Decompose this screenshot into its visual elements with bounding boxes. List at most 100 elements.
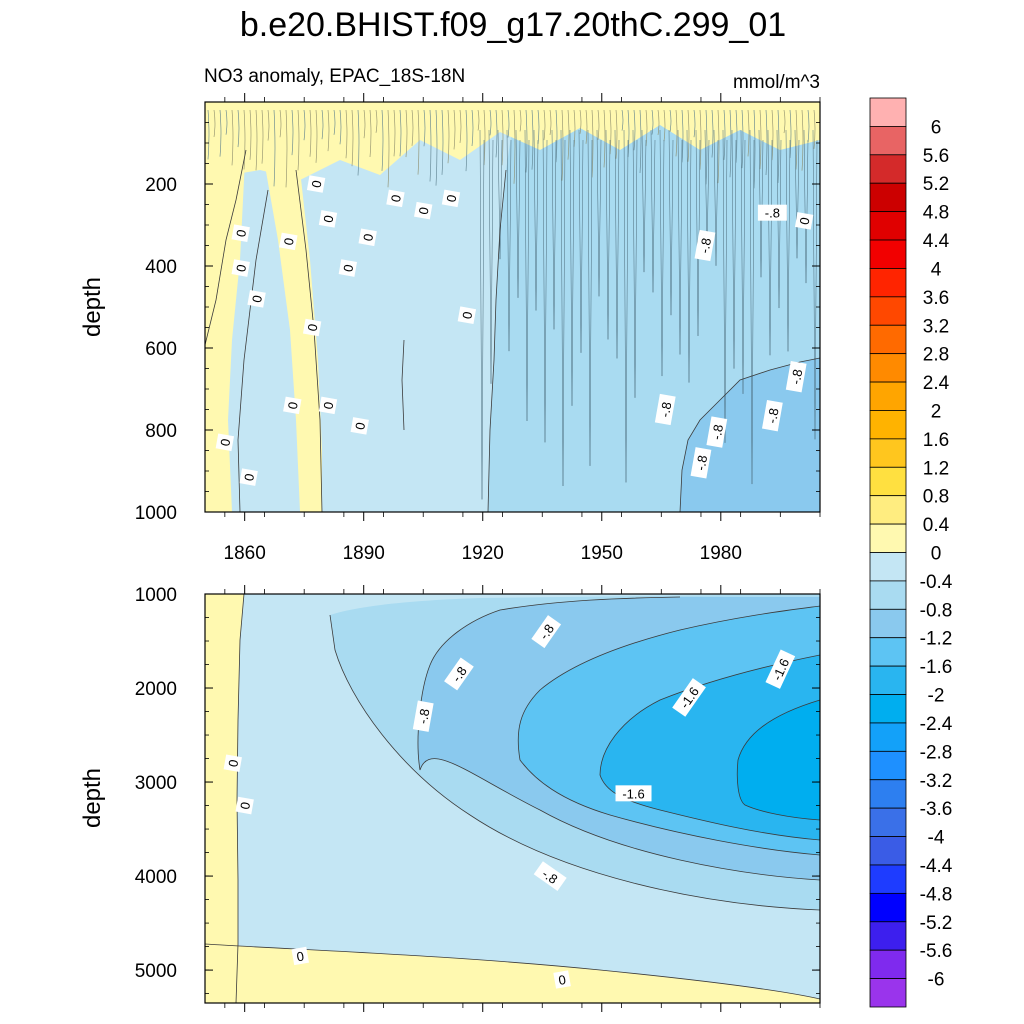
upper-contour-label-text: 0	[797, 216, 813, 226]
upper-noise-streak	[531, 109, 534, 170]
upper-contour-label-bg	[231, 259, 250, 277]
upper-contour-label-bg	[690, 447, 712, 479]
colorbar-label: -5.2	[920, 913, 953, 934]
lower-contour-label-bg	[412, 700, 434, 732]
upper-noise-streak	[597, 109, 600, 140]
colorbar-swatch	[869, 126, 907, 156]
colorbar-label: -2	[928, 686, 945, 707]
upper-noise-streak	[255, 109, 258, 171]
upper-contour-label-text: 0	[241, 472, 257, 482]
lower-contour-label: -.8	[531, 615, 562, 649]
upper-noise-streak	[705, 109, 708, 185]
upper-noise-streak	[519, 109, 522, 132]
upper-deep-streak	[515, 129, 521, 298]
lower-contour-label-bg	[223, 754, 242, 773]
colorbar-label: -0.8	[920, 600, 953, 621]
units-label: mmol/m^3	[733, 72, 820, 93]
colorbar-swatch	[869, 211, 907, 241]
upper-noise-streak	[585, 109, 588, 144]
upper-noise-streak	[237, 109, 240, 148]
lower-contour-label-bg	[533, 861, 567, 891]
upper-deep-streak	[677, 129, 683, 355]
upper-noise-streak	[561, 109, 564, 181]
upper-noise-streak	[567, 109, 570, 160]
colorbar-label: 0.8	[923, 487, 949, 508]
upper-contour-label: -.8	[654, 393, 676, 426]
lower-contour-label-bg	[553, 970, 571, 989]
colorbar-label: -3.2	[920, 771, 953, 792]
upper-deep-streak	[686, 129, 692, 383]
lower-contour-label: -.8	[533, 861, 567, 891]
upper-noise-streak	[801, 109, 804, 171]
upper-noise-streak	[219, 109, 222, 157]
upper-contour-label-bg	[414, 201, 433, 220]
upper-noise-streak	[555, 109, 558, 163]
lower-contour-label-text: -.8	[539, 866, 560, 887]
upper-noise-streak	[279, 109, 282, 138]
upper-noise-streak	[231, 109, 234, 166]
upper-noise-streak	[669, 109, 672, 132]
upper-contour-label-bg	[338, 259, 358, 277]
lower-contour-label: 0	[553, 970, 571, 989]
upper-contour-label-text: -.8	[693, 454, 710, 472]
lower-ytick-label: 4000	[135, 867, 177, 888]
lower-contour-label-text: -1.6	[622, 786, 644, 801]
upper-noise-streak	[489, 109, 492, 136]
upper-deep-streak	[560, 129, 566, 486]
upper-contour-label: -.8	[761, 399, 783, 432]
upper-contour-label: 0	[414, 201, 433, 220]
upper-deep-streak	[731, 129, 737, 369]
upper-contour-label-bg	[318, 210, 338, 228]
upper-ytick-label: 600	[145, 339, 177, 360]
upper-noise-streak	[615, 109, 618, 159]
upper-contour-label-bg	[318, 396, 338, 415]
lower-ytick-label: 5000	[135, 961, 177, 982]
upper-contour-label-text: -.8	[788, 368, 805, 386]
upper-contour-label-bg	[247, 290, 266, 308]
upper-noise-streak	[447, 109, 450, 164]
colorbar-label: 1.2	[923, 458, 949, 479]
lower-y-ticks: 1000 2000 3000 4000 5000	[135, 585, 820, 994]
upper-noise-streak	[753, 109, 756, 189]
upper-noise-streak	[285, 109, 288, 188]
upper-noise-streak	[297, 109, 300, 171]
upper-noise-streak	[507, 109, 510, 138]
upper-noise-streak	[795, 109, 798, 170]
upper-noise-streak	[399, 109, 402, 157]
upper-contour-labels: 0 0 0 0 0 0 0 0 0 0 0 0 0 0 0 0 0 0 0 -.8 -.8 -.8 -.8 -.8 -.8 -.8	[215, 175, 814, 486]
lower-contour-label-text: -.8	[536, 621, 557, 642]
colorbar-swatch	[869, 836, 907, 866]
upper-contour-label-bg	[654, 393, 676, 426]
upper-noise-streak	[723, 109, 726, 160]
upper-noise-streak	[345, 109, 348, 159]
lower-contour-label-text: 0	[237, 801, 253, 811]
upper-contour-label-text: 0	[388, 194, 404, 204]
upper-xtick-label: 1890	[343, 543, 385, 564]
upper-xtick-label: 1860	[224, 543, 266, 564]
upper-noise-streak	[525, 109, 528, 173]
lower-contour-label-bg	[444, 657, 474, 691]
colorbar-swatch	[869, 608, 907, 639]
colorbar-swatch	[869, 324, 907, 355]
upper-xtick-label: 1920	[462, 543, 504, 564]
upper-ytick-label: 800	[145, 421, 177, 442]
upper-noise-streak	[213, 109, 216, 137]
colorbar-swatch	[869, 523, 907, 553]
upper-noise-streak	[309, 109, 312, 157]
upper-deep-streak	[578, 129, 584, 353]
upper-contour-label-bg	[306, 175, 326, 193]
colorbar-swatch	[869, 381, 907, 411]
colorbar-label: 1.6	[923, 430, 949, 451]
upper-contour-label-text: 0	[233, 228, 249, 238]
upper-noise-streak	[207, 109, 210, 160]
lower-contour-label: -1.6	[615, 785, 652, 802]
upper-contour-label-bg	[441, 189, 461, 208]
upper-noise-streak	[711, 109, 714, 158]
lower-contour-label: -.8	[412, 700, 434, 732]
upper-contour-label-text: 0	[233, 263, 249, 273]
upper-y-axis-label: depth	[79, 277, 106, 337]
colorbar-swatch	[869, 694, 907, 724]
lower-x-ticks	[224, 585, 821, 1012]
colorbar-swatch	[869, 637, 907, 667]
upper-ytick-label: 1000	[135, 503, 177, 524]
